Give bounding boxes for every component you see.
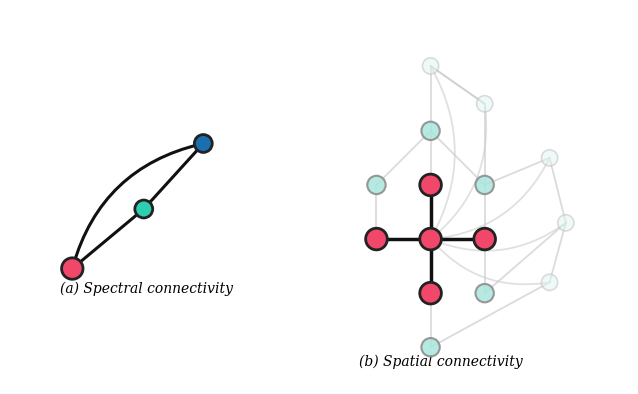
FancyArrowPatch shape (73, 144, 200, 266)
Text: (a) Spectral connectivity: (a) Spectral connectivity (60, 282, 234, 296)
FancyArrowPatch shape (433, 106, 486, 237)
Circle shape (542, 274, 558, 290)
Circle shape (195, 135, 212, 152)
Circle shape (542, 150, 558, 166)
FancyArrowPatch shape (433, 225, 563, 251)
Circle shape (421, 122, 440, 140)
Circle shape (477, 96, 493, 112)
Text: (b) Spatial connectivity: (b) Spatial connectivity (359, 355, 523, 369)
Circle shape (420, 174, 441, 196)
Circle shape (474, 228, 496, 250)
Circle shape (366, 228, 387, 250)
Circle shape (420, 228, 441, 250)
Circle shape (421, 338, 440, 357)
Circle shape (62, 258, 83, 279)
Circle shape (422, 58, 439, 74)
FancyArrowPatch shape (433, 160, 548, 239)
Circle shape (475, 176, 494, 194)
Circle shape (420, 282, 441, 304)
FancyArrowPatch shape (432, 68, 455, 237)
Circle shape (475, 284, 494, 302)
Circle shape (558, 215, 574, 231)
Circle shape (135, 200, 152, 218)
FancyArrowPatch shape (433, 241, 547, 284)
Circle shape (367, 176, 385, 194)
